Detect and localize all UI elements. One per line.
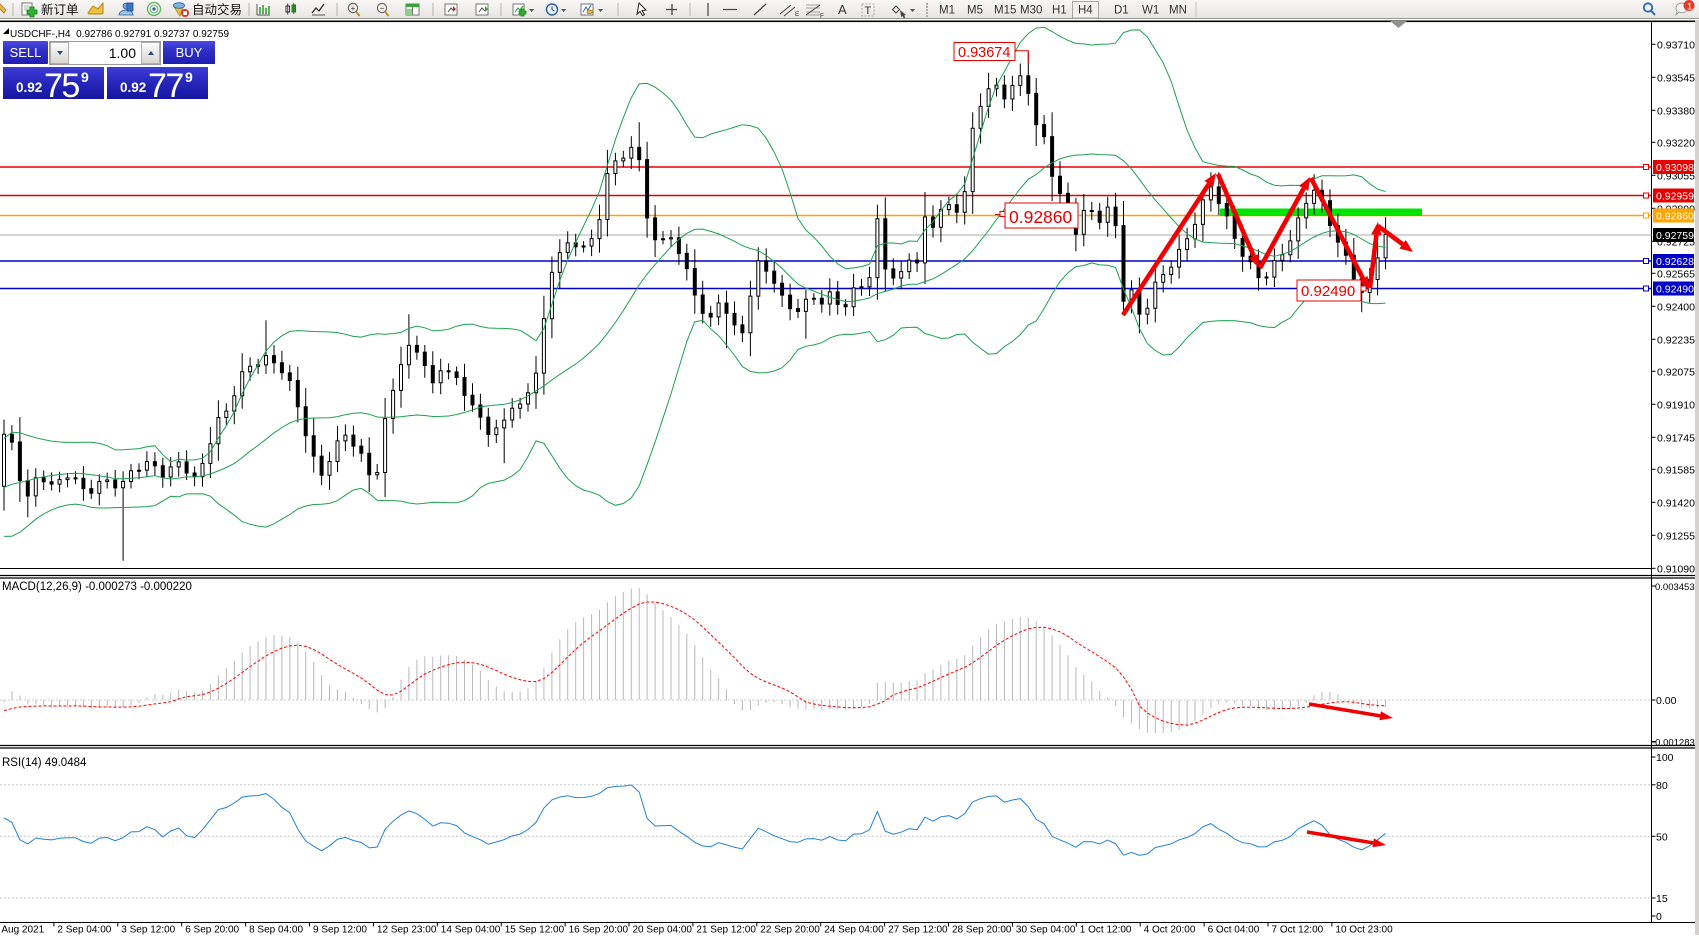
svg-text:0.91910: 0.91910 — [1657, 399, 1695, 411]
svg-text:0.92235: 0.92235 — [1657, 334, 1695, 346]
svg-text:-0.001283: -0.001283 — [1652, 738, 1695, 749]
svg-text:M15: M15 — [994, 5, 1016, 17]
svg-text:50: 50 — [1656, 831, 1668, 843]
svg-text:10 Oct 23:00: 10 Oct 23:00 — [1335, 925, 1393, 936]
svg-text:0.00: 0.00 — [1656, 695, 1677, 707]
svg-text:6 Oct 04:00: 6 Oct 04:00 — [1208, 925, 1260, 936]
svg-text:0.91745: 0.91745 — [1657, 432, 1695, 444]
svg-text:80: 80 — [1656, 780, 1668, 792]
svg-text:T: T — [865, 5, 872, 17]
svg-text:M30: M30 — [1020, 5, 1042, 17]
svg-text:新订单: 新订单 — [41, 2, 79, 17]
svg-text:0.93710: 0.93710 — [1657, 39, 1695, 51]
svg-text:0.93545: 0.93545 — [1657, 72, 1695, 84]
svg-text:0.92959: 0.92959 — [1656, 191, 1694, 203]
svg-text:28 Sep 20:00: 28 Sep 20:00 — [952, 925, 1012, 936]
svg-text:7 Oct 12:00: 7 Oct 12:00 — [1272, 925, 1324, 936]
svg-text:MACD(12,26,9) -0.000273 -0.000: MACD(12,26,9) -0.000273 -0.000220 — [2, 581, 192, 593]
svg-text:0.93674: 0.93674 — [958, 45, 1010, 61]
svg-text:W1: W1 — [1142, 5, 1159, 17]
svg-text:0.91420: 0.91420 — [1657, 497, 1695, 509]
svg-text:0: 0 — [1656, 911, 1662, 923]
svg-text:0.92490: 0.92490 — [1301, 283, 1355, 300]
svg-text:0.92400: 0.92400 — [1657, 301, 1695, 313]
svg-text:4 Oct 20:00: 4 Oct 20:00 — [1144, 925, 1196, 936]
svg-text:H4: H4 — [1078, 5, 1093, 17]
svg-text:RSI(14) 49.0484: RSI(14) 49.0484 — [2, 757, 87, 769]
svg-text:16 Sep 20:00: 16 Sep 20:00 — [569, 925, 629, 936]
svg-text:22 Sep 20:00: 22 Sep 20:00 — [760, 925, 820, 936]
svg-text:0.92860: 0.92860 — [1009, 207, 1073, 227]
svg-text:12 Sep 23:00: 12 Sep 23:00 — [377, 925, 437, 936]
svg-text:1: 1 — [1687, 2, 1692, 13]
svg-text:2 Sep 04:00: 2 Sep 04:00 — [57, 925, 111, 936]
svg-text:+: + — [351, 4, 356, 13]
svg-text:E: E — [795, 11, 800, 18]
svg-text:14 Sep 04:00: 14 Sep 04:00 — [441, 925, 501, 936]
svg-text:30 Sep 04:00: 30 Sep 04:00 — [1016, 925, 1076, 936]
svg-text:0.91090: 0.91090 — [1657, 563, 1695, 575]
svg-text:0.92628: 0.92628 — [1656, 256, 1694, 268]
svg-text:USDCHF-,H4 0.92786 0.92791 0.: USDCHF-,H4 0.92786 0.92791 0.92737 0.927… — [10, 29, 229, 40]
svg-text:27 Sep 12:00: 27 Sep 12:00 — [888, 925, 948, 936]
svg-text:MN: MN — [1169, 5, 1187, 17]
svg-text:20 Sep 04:00: 20 Sep 04:00 — [633, 925, 693, 936]
svg-text:A: A — [838, 2, 847, 17]
svg-text:0.003453: 0.003453 — [1655, 582, 1695, 593]
svg-text:3 Sep 12:00: 3 Sep 12:00 — [121, 925, 175, 936]
svg-text:自动交易: 自动交易 — [192, 2, 242, 17]
svg-text:−: − — [380, 4, 385, 13]
svg-text:0.92075: 0.92075 — [1657, 366, 1695, 378]
svg-text:1 Oct 12:00: 1 Oct 12:00 — [1080, 925, 1132, 936]
svg-text:24 Sep 04:00: 24 Sep 04:00 — [824, 925, 884, 936]
svg-text:0.91585: 0.91585 — [1657, 464, 1695, 476]
svg-text:0.93380: 0.93380 — [1657, 105, 1695, 117]
svg-text:21 Sep 12:00: 21 Sep 12:00 — [696, 925, 756, 936]
svg-text:D1: D1 — [1114, 5, 1129, 17]
svg-text:0.92490: 0.92490 — [1656, 284, 1694, 296]
svg-text:15 Sep 12:00: 15 Sep 12:00 — [505, 925, 565, 936]
svg-text:15: 15 — [1656, 893, 1668, 905]
svg-text:0.92860: 0.92860 — [1656, 211, 1694, 223]
svg-text:6 Sep 20:00: 6 Sep 20:00 — [185, 925, 239, 936]
svg-text:M5: M5 — [967, 5, 983, 17]
svg-text:100: 100 — [1656, 752, 1674, 764]
svg-text:8 Sep 04:00: 8 Sep 04:00 — [249, 925, 303, 936]
svg-text:H1: H1 — [1052, 5, 1067, 17]
svg-text:0.93098: 0.93098 — [1656, 162, 1694, 174]
svg-text:M1: M1 — [939, 5, 955, 17]
svg-text:31 Aug 2021: 31 Aug 2021 — [0, 925, 45, 936]
svg-text:0.91255: 0.91255 — [1657, 530, 1695, 542]
svg-text:9 Sep 12:00: 9 Sep 12:00 — [313, 925, 367, 936]
svg-text:0.93220: 0.93220 — [1657, 137, 1695, 149]
svg-text:0.92759: 0.92759 — [1656, 230, 1694, 242]
svg-text:F: F — [820, 13, 824, 20]
svg-text:0.92565: 0.92565 — [1657, 268, 1695, 280]
